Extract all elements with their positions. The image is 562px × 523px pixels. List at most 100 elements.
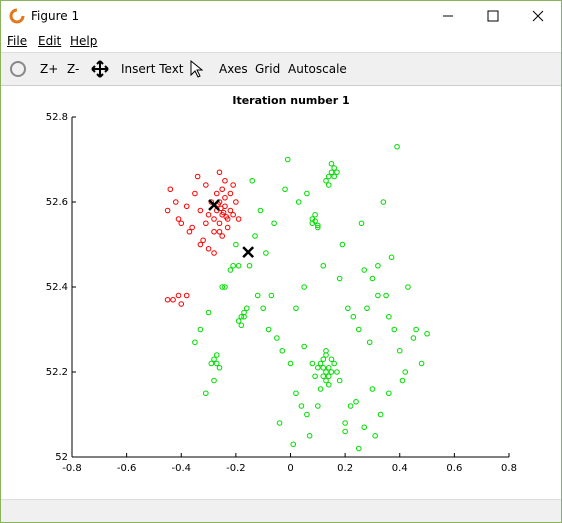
point: [402, 369, 409, 375]
point: [208, 360, 215, 367]
pan-icon[interactable]: [90, 59, 110, 79]
point: [342, 428, 348, 435]
point: [189, 224, 195, 231]
point: [203, 182, 209, 188]
point: [339, 241, 346, 248]
status-bar: [1, 499, 561, 522]
point: [271, 220, 277, 227]
point: [290, 441, 297, 448]
menu-item[interactable]: File: [7, 34, 28, 48]
point: [175, 292, 182, 299]
point: [345, 305, 351, 312]
point: [309, 360, 316, 367]
tool-button[interactable]: Autoscale: [288, 62, 347, 76]
point: [287, 360, 294, 367]
point: [235, 262, 242, 269]
point: [375, 262, 381, 269]
tool-button[interactable]: Grid: [255, 62, 281, 76]
point: [295, 199, 302, 205]
y-tick-label: 52.2: [46, 367, 68, 378]
point: [399, 377, 406, 384]
point: [323, 377, 329, 384]
x-tick-label: 0.8: [501, 463, 517, 474]
point: [233, 199, 239, 205]
point: [334, 169, 340, 176]
point: [315, 224, 321, 231]
point: [203, 220, 209, 227]
point: [320, 373, 327, 380]
menu-item[interactable]: Help: [70, 34, 98, 48]
point: [372, 432, 378, 439]
point: [172, 199, 179, 205]
tool-button[interactable]: Insert Text: [121, 62, 184, 76]
point: [315, 403, 321, 409]
centroid-marker: [242, 246, 255, 259]
window-controls[interactable]: [431, 1, 561, 31]
point: [211, 356, 217, 363]
point: [265, 326, 272, 333]
point: [369, 386, 376, 392]
point: [410, 335, 417, 341]
point: [320, 364, 327, 371]
rotate-icon[interactable]: [9, 60, 27, 78]
point: [200, 237, 206, 244]
point: [235, 216, 242, 222]
point: [325, 173, 332, 180]
point: [366, 339, 373, 346]
point: [293, 390, 299, 397]
point: [388, 254, 395, 261]
point: [211, 377, 217, 384]
point: [293, 305, 299, 312]
point: [369, 275, 376, 282]
point: [304, 190, 310, 197]
x-tick-label: -0.2: [226, 463, 246, 474]
select-icon[interactable]: [189, 59, 203, 79]
point: [323, 177, 329, 184]
point: [219, 233, 226, 239]
point: [328, 369, 335, 375]
point: [216, 364, 223, 371]
x-tick-label: -0.4: [171, 463, 191, 474]
x-tick-label: -0.8: [62, 463, 82, 474]
point: [203, 390, 209, 397]
point: [224, 224, 231, 231]
point: [394, 143, 400, 150]
x-tick-label: 0.6: [446, 463, 462, 474]
point: [276, 420, 283, 426]
x-tick-label: -0.6: [117, 463, 137, 474]
point: [336, 377, 343, 384]
app-icon: [9, 8, 25, 24]
point: [164, 207, 171, 214]
point: [320, 262, 327, 269]
point: [380, 199, 387, 205]
centroid-cross: [208, 199, 220, 211]
tool-button[interactable]: Z+: [40, 62, 59, 76]
point: [222, 284, 228, 290]
point: [249, 177, 256, 184]
point: [350, 313, 357, 320]
point: [279, 347, 286, 354]
menu-bar: File Edit Help: [1, 31, 561, 53]
point: [235, 318, 242, 324]
point: [211, 250, 217, 256]
point: [328, 160, 335, 167]
menu-item[interactable]: Edit: [38, 34, 62, 48]
point: [284, 156, 291, 163]
point: [213, 190, 220, 197]
point: [418, 360, 425, 367]
tool-button[interactable]: Z-: [67, 62, 80, 76]
point: [197, 207, 204, 214]
point: [396, 347, 403, 354]
point: [254, 292, 261, 299]
point: [246, 262, 253, 269]
point: [298, 403, 305, 409]
tool-button[interactable]: Axes: [219, 62, 248, 76]
point: [164, 296, 171, 303]
point: [223, 214, 230, 220]
point: [312, 211, 318, 218]
y-tick-label: 52.6: [46, 197, 68, 208]
point: [325, 182, 332, 188]
point: [238, 322, 245, 329]
point: [413, 326, 419, 333]
point: [205, 211, 212, 218]
